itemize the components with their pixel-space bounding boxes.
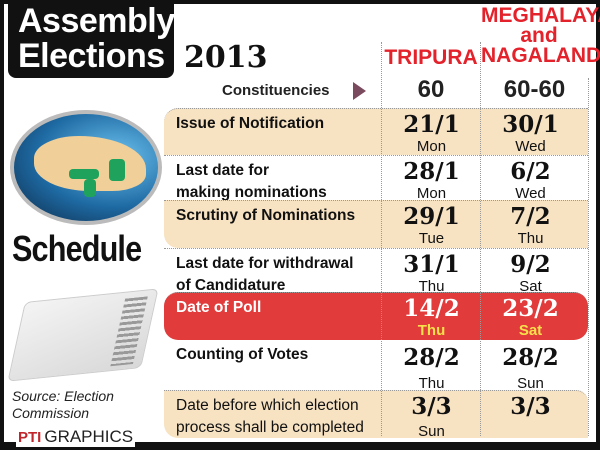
tripura-constituencies: 60: [417, 76, 445, 103]
tripura-cell: 21/1 Mon: [382, 109, 481, 156]
date: 30/1: [502, 111, 559, 138]
row-label: Scrutiny of Nominations: [176, 205, 355, 227]
date: 3/3: [411, 393, 452, 420]
state-name-line3: NAGALAND: [481, 44, 600, 67]
credit-label: GRAPHICS: [44, 427, 134, 446]
meg-nag-cell: 9/2 Sat: [481, 249, 580, 296]
day: Mon: [416, 185, 447, 202]
meg-nag-cell: 28/2 Sun: [481, 342, 580, 393]
table-row-date-of-poll: Date of Poll 14/2 Thu 23/2 Sat: [164, 292, 588, 340]
date: 21/1: [403, 111, 460, 138]
meg-nag-cell: 3/3: [481, 391, 580, 420]
voting-machine-icon: [7, 288, 159, 382]
evm-keys: [110, 296, 148, 367]
day: Sat: [519, 278, 542, 295]
row-label-line: Date before which election: [176, 397, 359, 414]
row-label-line: making nominations: [176, 184, 327, 201]
day: Thu: [517, 230, 544, 247]
row-label-line: Last date for: [176, 162, 270, 179]
row-label: Last date for making nominations: [176, 160, 327, 204]
day: Mon: [416, 138, 447, 155]
row-label: Issue of Notification: [176, 113, 324, 135]
state-name-line2: and: [520, 24, 558, 47]
column-divider: [480, 42, 481, 436]
table-row-counting: Counting of Votes 28/2 Thu 28/2 Sun: [164, 340, 588, 393]
state-heading-meghalaya-nagaland: MEGHALAYA and NAGALAND: [481, 4, 600, 67]
row-label: Counting of Votes: [176, 344, 308, 366]
date: 7/2: [510, 203, 551, 230]
day: Thu: [418, 375, 445, 392]
day: Sun: [517, 375, 544, 392]
date: 28/2: [403, 344, 460, 371]
source-note: Source: Election Commission: [12, 388, 114, 422]
meg-nag-cell: 30/1 Wed: [481, 109, 580, 156]
tripura-cell: 28/2 Thu: [382, 342, 481, 393]
source-line: Commission: [12, 405, 90, 421]
title-line1: Assembly: [18, 2, 175, 40]
map-highlight-tripura: [84, 179, 96, 197]
row-label: Date before which election process shall …: [176, 395, 364, 439]
tripura-cell: 29/1 Tue: [382, 201, 481, 248]
row-label-line: of Candidature: [176, 277, 286, 294]
day: Wed: [515, 185, 546, 202]
title-box: Assembly Elections: [8, 0, 175, 78]
row-label-line: Counting of Votes: [176, 346, 309, 363]
row-label: Last date for withdrawal of Candidature: [176, 253, 353, 297]
row-label-line: Scrutiny of Nominations: [176, 207, 356, 224]
tripura-cell: 31/1 Thu: [382, 249, 481, 296]
date: 23/2: [502, 295, 559, 322]
source-line: Source: Election: [12, 388, 114, 404]
date: 29/1: [403, 203, 460, 230]
column-divider: [381, 42, 382, 436]
schedule-heading: Schedule: [12, 228, 142, 269]
day: Sat: [518, 322, 543, 339]
table-row-scrutiny: Scrutiny of Nominations 29/1 Tue 7/2 Thu: [164, 200, 588, 248]
date: 9/2: [510, 251, 551, 278]
constituencies-label: Constituencies: [222, 82, 330, 99]
row-label-line: Last date for withdrawal: [176, 255, 354, 272]
date: 28/1: [403, 158, 460, 185]
table-row-last-date-nominations: Last date for making nominations 28/1 Mon …: [164, 155, 588, 203]
meg-nag-cell: 6/2 Wed: [481, 156, 580, 203]
table-row-withdrawal: Last date for withdrawal of Candidature 3…: [164, 248, 588, 296]
date: 31/1: [403, 251, 460, 278]
state-name-line1: MEGHALAYA: [481, 4, 600, 27]
day: Wed: [515, 138, 546, 155]
day: Tue: [418, 230, 445, 247]
row-label-line: Date of Poll: [176, 299, 262, 316]
day: Thu: [417, 322, 446, 339]
date: 6/2: [510, 158, 551, 185]
row-label-line: process shall be completed: [176, 419, 364, 436]
state-heading-tripura: TRIPURA: [382, 46, 480, 69]
date: 14/2: [403, 295, 460, 322]
arrow-right-icon: [353, 82, 366, 100]
day: Thu: [418, 278, 445, 295]
meg-nag-cell: 7/2 Thu: [481, 201, 580, 248]
map-highlight-nagaland: [109, 159, 125, 181]
tripura-cell: 14/2 Thu: [382, 293, 481, 340]
tripura-cell: 28/1 Mon: [382, 156, 481, 203]
meghalaya-nagaland-constituencies: 60-60: [503, 76, 566, 103]
pti-logo: PTI: [18, 429, 42, 446]
year-label: 2013: [184, 40, 268, 75]
date: 28/2: [502, 344, 559, 371]
day: Sun: [418, 423, 445, 440]
map-highlight-meghalaya: [69, 169, 99, 179]
table-row-completion: Date before which election process shall …: [164, 390, 588, 441]
state-name: TRIPURA: [384, 46, 478, 69]
table-row-issue-notification: Issue of Notification 21/1 Mon 30/1 Wed: [164, 108, 588, 155]
title-line2: Elections: [18, 37, 165, 75]
meg-nag-cell: 23/2 Sat: [481, 293, 580, 340]
column-divider: [588, 78, 589, 436]
row-label-line: Issue of Notification: [176, 115, 325, 132]
date: 3/3: [510, 393, 551, 420]
pti-graphics-credit: PTI GRAPHICS: [16, 427, 136, 447]
tripura-cell: 3/3 Sun: [382, 391, 481, 441]
northeast-india-map-icon: [10, 110, 162, 225]
row-label: Date of Poll: [176, 297, 261, 319]
